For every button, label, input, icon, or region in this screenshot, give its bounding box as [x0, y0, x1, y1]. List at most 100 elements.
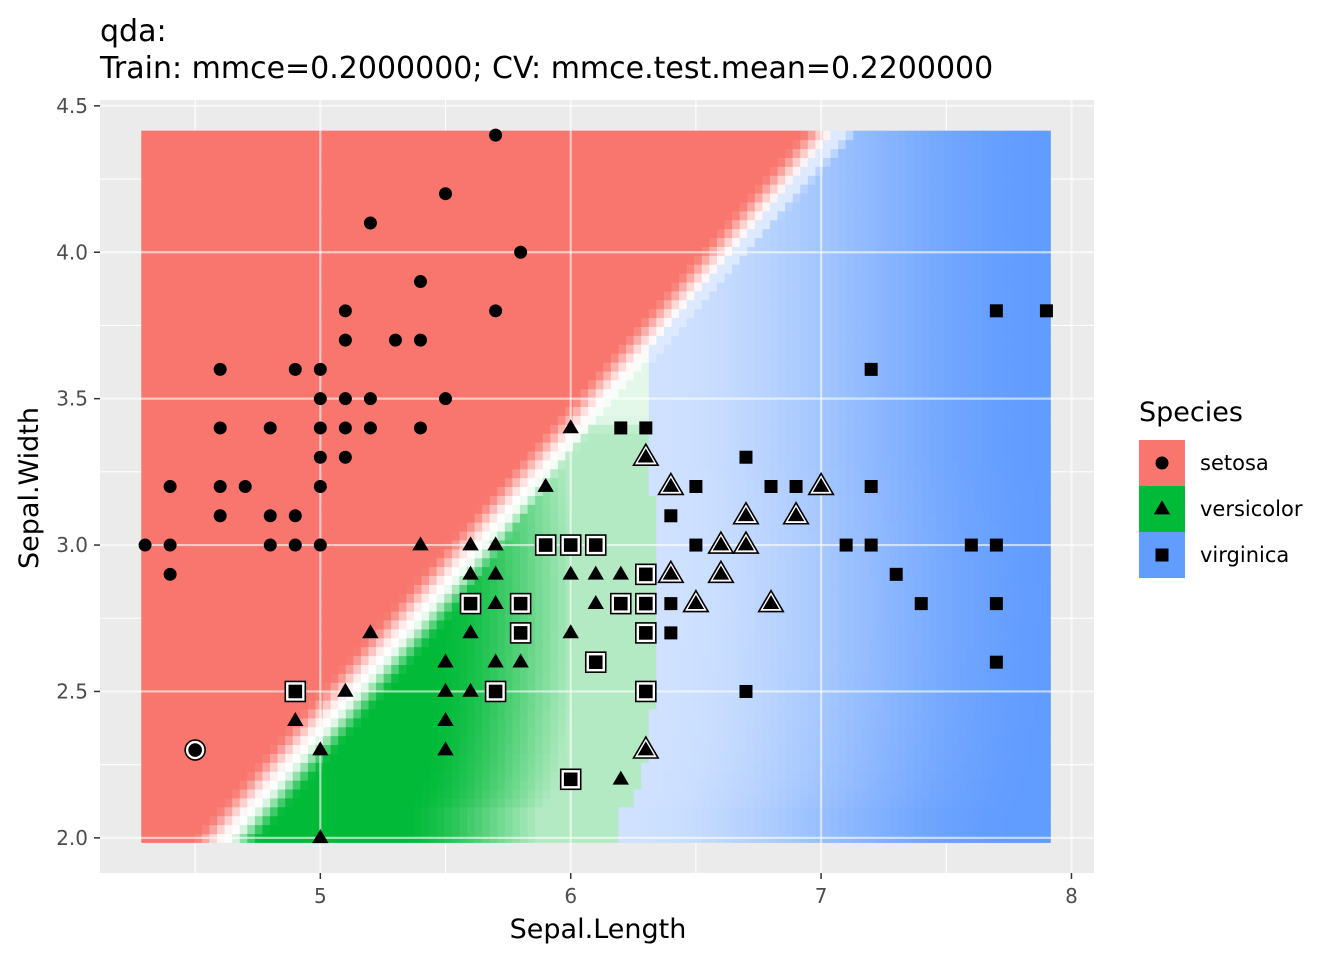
region-cell	[406, 326, 414, 336]
region-cell	[467, 495, 475, 505]
region-cell	[543, 326, 551, 336]
region-cell	[262, 682, 270, 692]
region-cell	[588, 682, 596, 692]
region-cell	[308, 282, 316, 292]
region-cell	[202, 157, 210, 167]
region-cell	[369, 567, 377, 577]
region-cell	[225, 700, 233, 710]
region-cell	[452, 451, 460, 461]
region-cell	[467, 166, 475, 176]
region-cell	[550, 442, 558, 452]
region-cell	[285, 193, 293, 203]
region-cell	[414, 300, 422, 310]
region-cell	[558, 647, 566, 657]
region-cell	[240, 353, 248, 363]
region-cell	[278, 638, 286, 648]
region-cell	[149, 664, 157, 674]
region-cell	[475, 166, 483, 176]
region-cell	[581, 558, 589, 568]
region-cell	[558, 389, 566, 399]
region-cell	[300, 184, 308, 194]
region-cell	[399, 798, 407, 808]
region-cell	[361, 709, 369, 719]
region-cell	[209, 291, 217, 301]
region-cell	[232, 495, 240, 505]
region-cell	[558, 229, 566, 239]
region-cell	[391, 513, 399, 523]
region-cell	[217, 584, 225, 594]
region-cell	[459, 362, 467, 372]
region-cell	[391, 193, 399, 203]
region-cell	[293, 664, 301, 674]
region-cell	[217, 798, 225, 808]
region-cell	[512, 575, 520, 585]
region-cell	[225, 789, 233, 799]
region-cell	[331, 531, 339, 541]
region-cell	[384, 638, 392, 648]
region-cell	[384, 478, 392, 488]
region-cell	[505, 664, 513, 674]
region-cell	[308, 131, 316, 141]
region-cell	[300, 620, 308, 630]
region-cell	[467, 513, 475, 523]
region-cell	[422, 309, 430, 319]
region-cell	[588, 558, 596, 568]
region-cell	[240, 415, 248, 425]
region-cell	[429, 202, 437, 212]
region-cell	[179, 282, 187, 292]
region-cell	[588, 317, 596, 327]
region-cell	[209, 220, 217, 230]
region-cell	[225, 762, 233, 772]
region-cell	[179, 157, 187, 167]
region-cell	[399, 495, 407, 505]
region-cell	[588, 816, 596, 826]
region-cell	[520, 273, 528, 283]
region-cell	[429, 513, 437, 523]
region-cell	[497, 469, 505, 479]
region-cell	[376, 264, 384, 274]
region-cell	[391, 656, 399, 666]
region-cell	[535, 611, 543, 621]
region-cell	[376, 709, 384, 719]
region-cell	[270, 469, 278, 479]
region-cell	[573, 673, 581, 683]
region-cell	[187, 807, 195, 817]
region-cell	[247, 140, 255, 150]
region-cell	[581, 344, 589, 354]
region-cell	[437, 638, 445, 648]
region-cell	[194, 629, 202, 639]
region-cell	[391, 664, 399, 674]
region-cell	[141, 789, 149, 799]
region-cell	[255, 611, 263, 621]
region-cell	[528, 246, 536, 256]
region-cell	[391, 718, 399, 728]
region-cell	[247, 326, 255, 336]
region-cell	[156, 469, 164, 479]
region-cell	[467, 353, 475, 363]
region-cell	[240, 389, 248, 399]
region-cell	[353, 567, 361, 577]
region-cell	[376, 131, 384, 141]
region-cell	[422, 371, 430, 381]
region-cell	[217, 237, 225, 247]
region-cell	[399, 433, 407, 443]
region-cell	[603, 317, 611, 327]
region-cell	[558, 184, 566, 194]
region-cell	[179, 673, 187, 683]
region-cell	[232, 246, 240, 256]
region-cell	[353, 647, 361, 657]
region-cell	[391, 184, 399, 194]
region-cell	[475, 362, 483, 372]
region-cell	[225, 353, 233, 363]
region-cell	[164, 513, 172, 523]
region-cell	[300, 211, 308, 221]
region-cell	[164, 309, 172, 319]
region-cell	[225, 753, 233, 763]
region-cell	[278, 727, 286, 737]
region-cell	[406, 193, 414, 203]
region-cell	[565, 442, 573, 452]
region-cell	[505, 433, 513, 443]
region-cell	[414, 433, 422, 443]
region-cell	[225, 664, 233, 674]
region-cell	[308, 166, 316, 176]
